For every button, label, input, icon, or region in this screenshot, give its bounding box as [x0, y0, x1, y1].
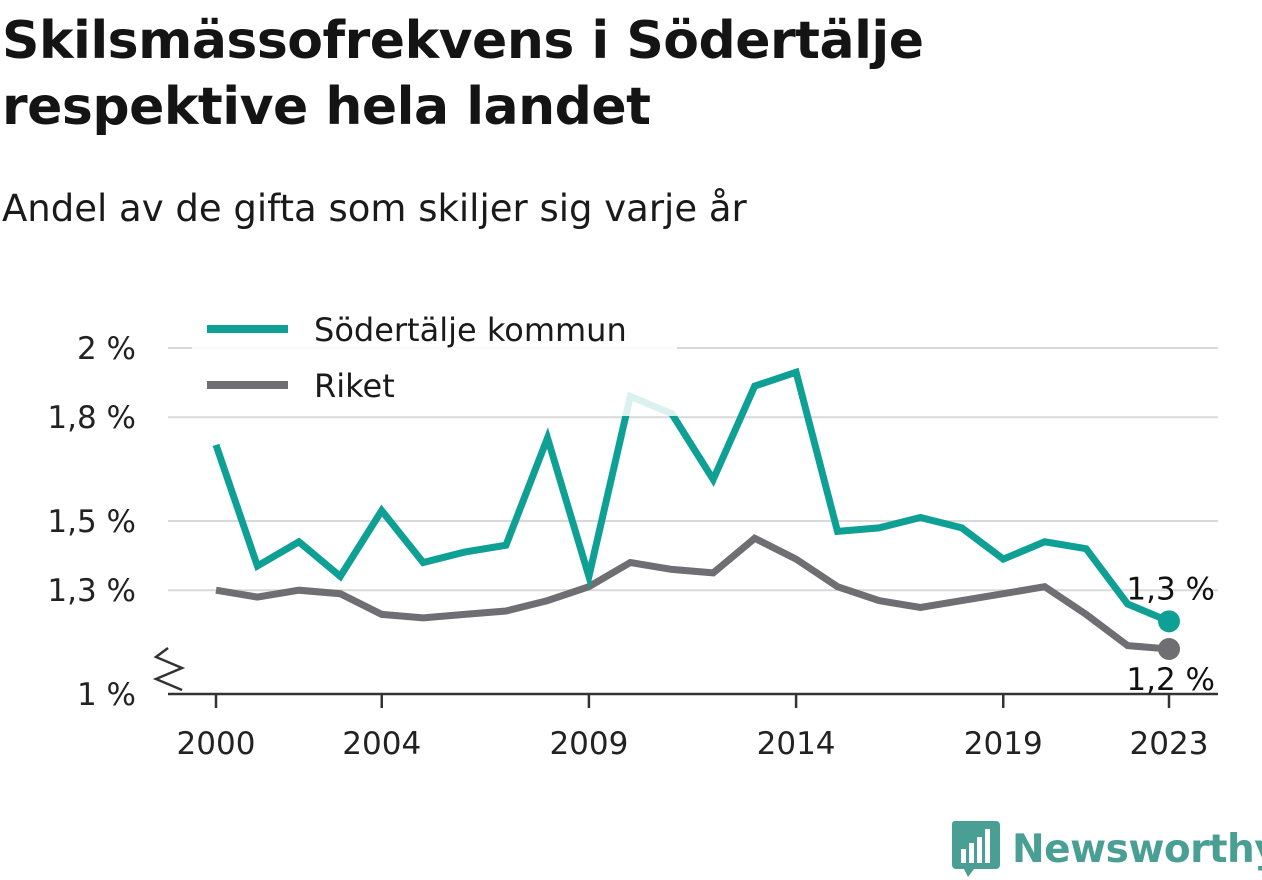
newsworthy-logo: Newsworthy [950, 818, 1262, 880]
x-tick-label: 2004 [342, 726, 421, 762]
series-lines [212, 367, 1171, 653]
x-tick-label: 2000 [177, 726, 256, 762]
legend-label-riket: Riket [314, 367, 395, 405]
y-tick-label: 1,5 % [47, 504, 136, 540]
end-marker-sodertalje [1158, 610, 1180, 633]
axes: 1 % 1,3 % 1,5 % 1,8 % 2 % 2000 2004 2009 2014 201… [47, 331, 1218, 762]
x-tick-label: 2009 [549, 726, 628, 762]
series-line-riket [215, 534, 1170, 653]
y-tick-label: 1,8 % [47, 400, 136, 436]
axis-break-icon [152, 647, 186, 692]
end-label-riket: 1,2 % [1126, 662, 1215, 698]
legend-label-sodertalje: Södertälje kommun [314, 311, 627, 349]
chart-subtitle: Andel av de gifta som skiljer sig varje … [2, 187, 747, 230]
y-tick-label: 1 % [77, 677, 136, 713]
series-line-sodertalje [212, 367, 1171, 625]
end-labels: 1,3 % 1,2 % [1126, 571, 1215, 698]
y-tick-label: 1,3 % [47, 573, 136, 609]
newsworthy-logo-text: Newsworthy [1012, 826, 1262, 872]
legend-background [192, 306, 677, 416]
x-tick-label: 2019 [964, 726, 1043, 762]
end-label-sodertalje: 1,3 % [1126, 571, 1215, 607]
legend: Södertälje kommun Riket [192, 306, 677, 416]
y-tick-label: 2 % [77, 331, 136, 367]
chart-title: Skilsmässofrekvens i Södertälje respekti… [2, 11, 924, 137]
x-tick-label: 2014 [757, 726, 836, 762]
end-marker-riket [1158, 638, 1180, 661]
x-tick-label: 2023 [1130, 726, 1209, 762]
newsworthy-logo-icon [951, 821, 1000, 877]
